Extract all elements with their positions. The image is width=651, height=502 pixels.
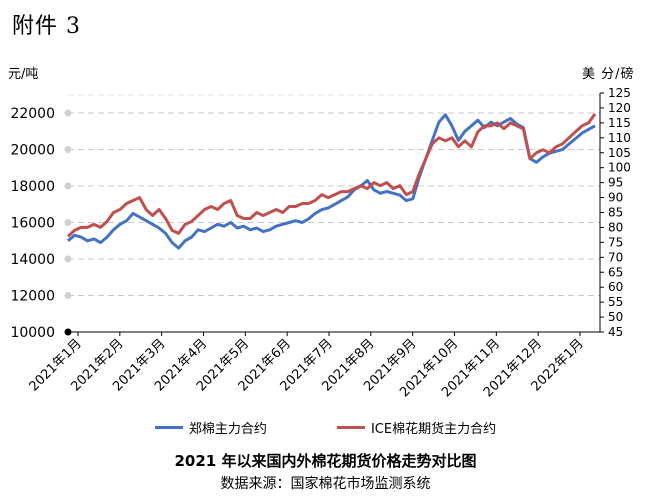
right-tick-label: 80: [608, 220, 623, 234]
legend-swatch-ice: [336, 426, 365, 429]
right-tick-label: 45: [608, 325, 623, 339]
right-tick-label: 90: [608, 191, 623, 205]
chart-source: 数据来源：国家棉花市场监测系统: [220, 476, 431, 492]
left-axis-unit: 元/吨: [8, 67, 39, 82]
left-tick-label: 20000: [10, 143, 55, 159]
series-lines: [66, 113, 597, 250]
right-tick-label: 85: [608, 206, 623, 220]
left-tick-marker: [64, 146, 72, 153]
left-tick-marker: [64, 255, 72, 263]
left-tick-marker: [64, 219, 72, 226]
right-tick-label: 60: [608, 280, 623, 294]
price-chart: 10000 12000 14000 16000 18000 20000 22000 4550…: [10, 86, 631, 400]
x-axis: 2021年1月2021年2月2021年3月2021年4月2021年5月2021年…: [27, 331, 600, 400]
right-tick-label: 110: [608, 131, 631, 145]
right-tick-label: 55: [608, 295, 623, 309]
right-tick-label: 120: [608, 101, 631, 115]
legend-label-ice: ICE棉花期货主力合约: [370, 422, 497, 437]
right-tick-label: 115: [608, 116, 631, 130]
right-tick-label: 75: [608, 235, 623, 249]
left-tick-marker: [64, 182, 72, 190]
legend-swatch-zce: [154, 426, 183, 429]
annex-label: 附件 3: [12, 14, 81, 39]
legend-item-zce: 郑棉主力合约: [154, 418, 267, 437]
left-tick-marker: [64, 292, 72, 299]
right-tick-label: 65: [608, 265, 623, 279]
legend: 郑棉主力合约 ICE棉花期货主力合约: [0, 418, 651, 437]
series-line-zce: [67, 113, 596, 250]
right-tick-label: 100: [608, 161, 631, 175]
right-tick-label: 95: [608, 176, 623, 190]
right-tick-label: 50: [608, 310, 623, 324]
left-tick-label: 18000: [10, 179, 55, 195]
right-tick-label: 125: [608, 86, 631, 100]
right-tick-label: 70: [608, 250, 623, 264]
legend-item-ice: ICE棉花期货主力合约: [336, 418, 497, 437]
left-tick-label: 16000: [10, 216, 55, 232]
left-tick-label: 14000: [10, 252, 55, 268]
gridlines: [68, 94, 600, 296]
chart-title: 2021 年以来国内外棉花期货价格走势对比图: [174, 452, 477, 470]
right-axis-unit: 美 分/磅: [582, 67, 635, 82]
left-tick-marker: [64, 109, 72, 117]
legend-label-zce: 郑棉主力合约: [188, 422, 267, 437]
left-tick-label: 10000: [10, 325, 55, 341]
left-axis: 10000 12000 14000 16000 18000 20000 22000: [10, 106, 72, 341]
series-line-ice: [66, 113, 597, 238]
left-tick-label: 22000: [10, 106, 55, 122]
left-tick-label: 12000: [10, 289, 55, 305]
right-tick-label: 105: [608, 146, 631, 160]
